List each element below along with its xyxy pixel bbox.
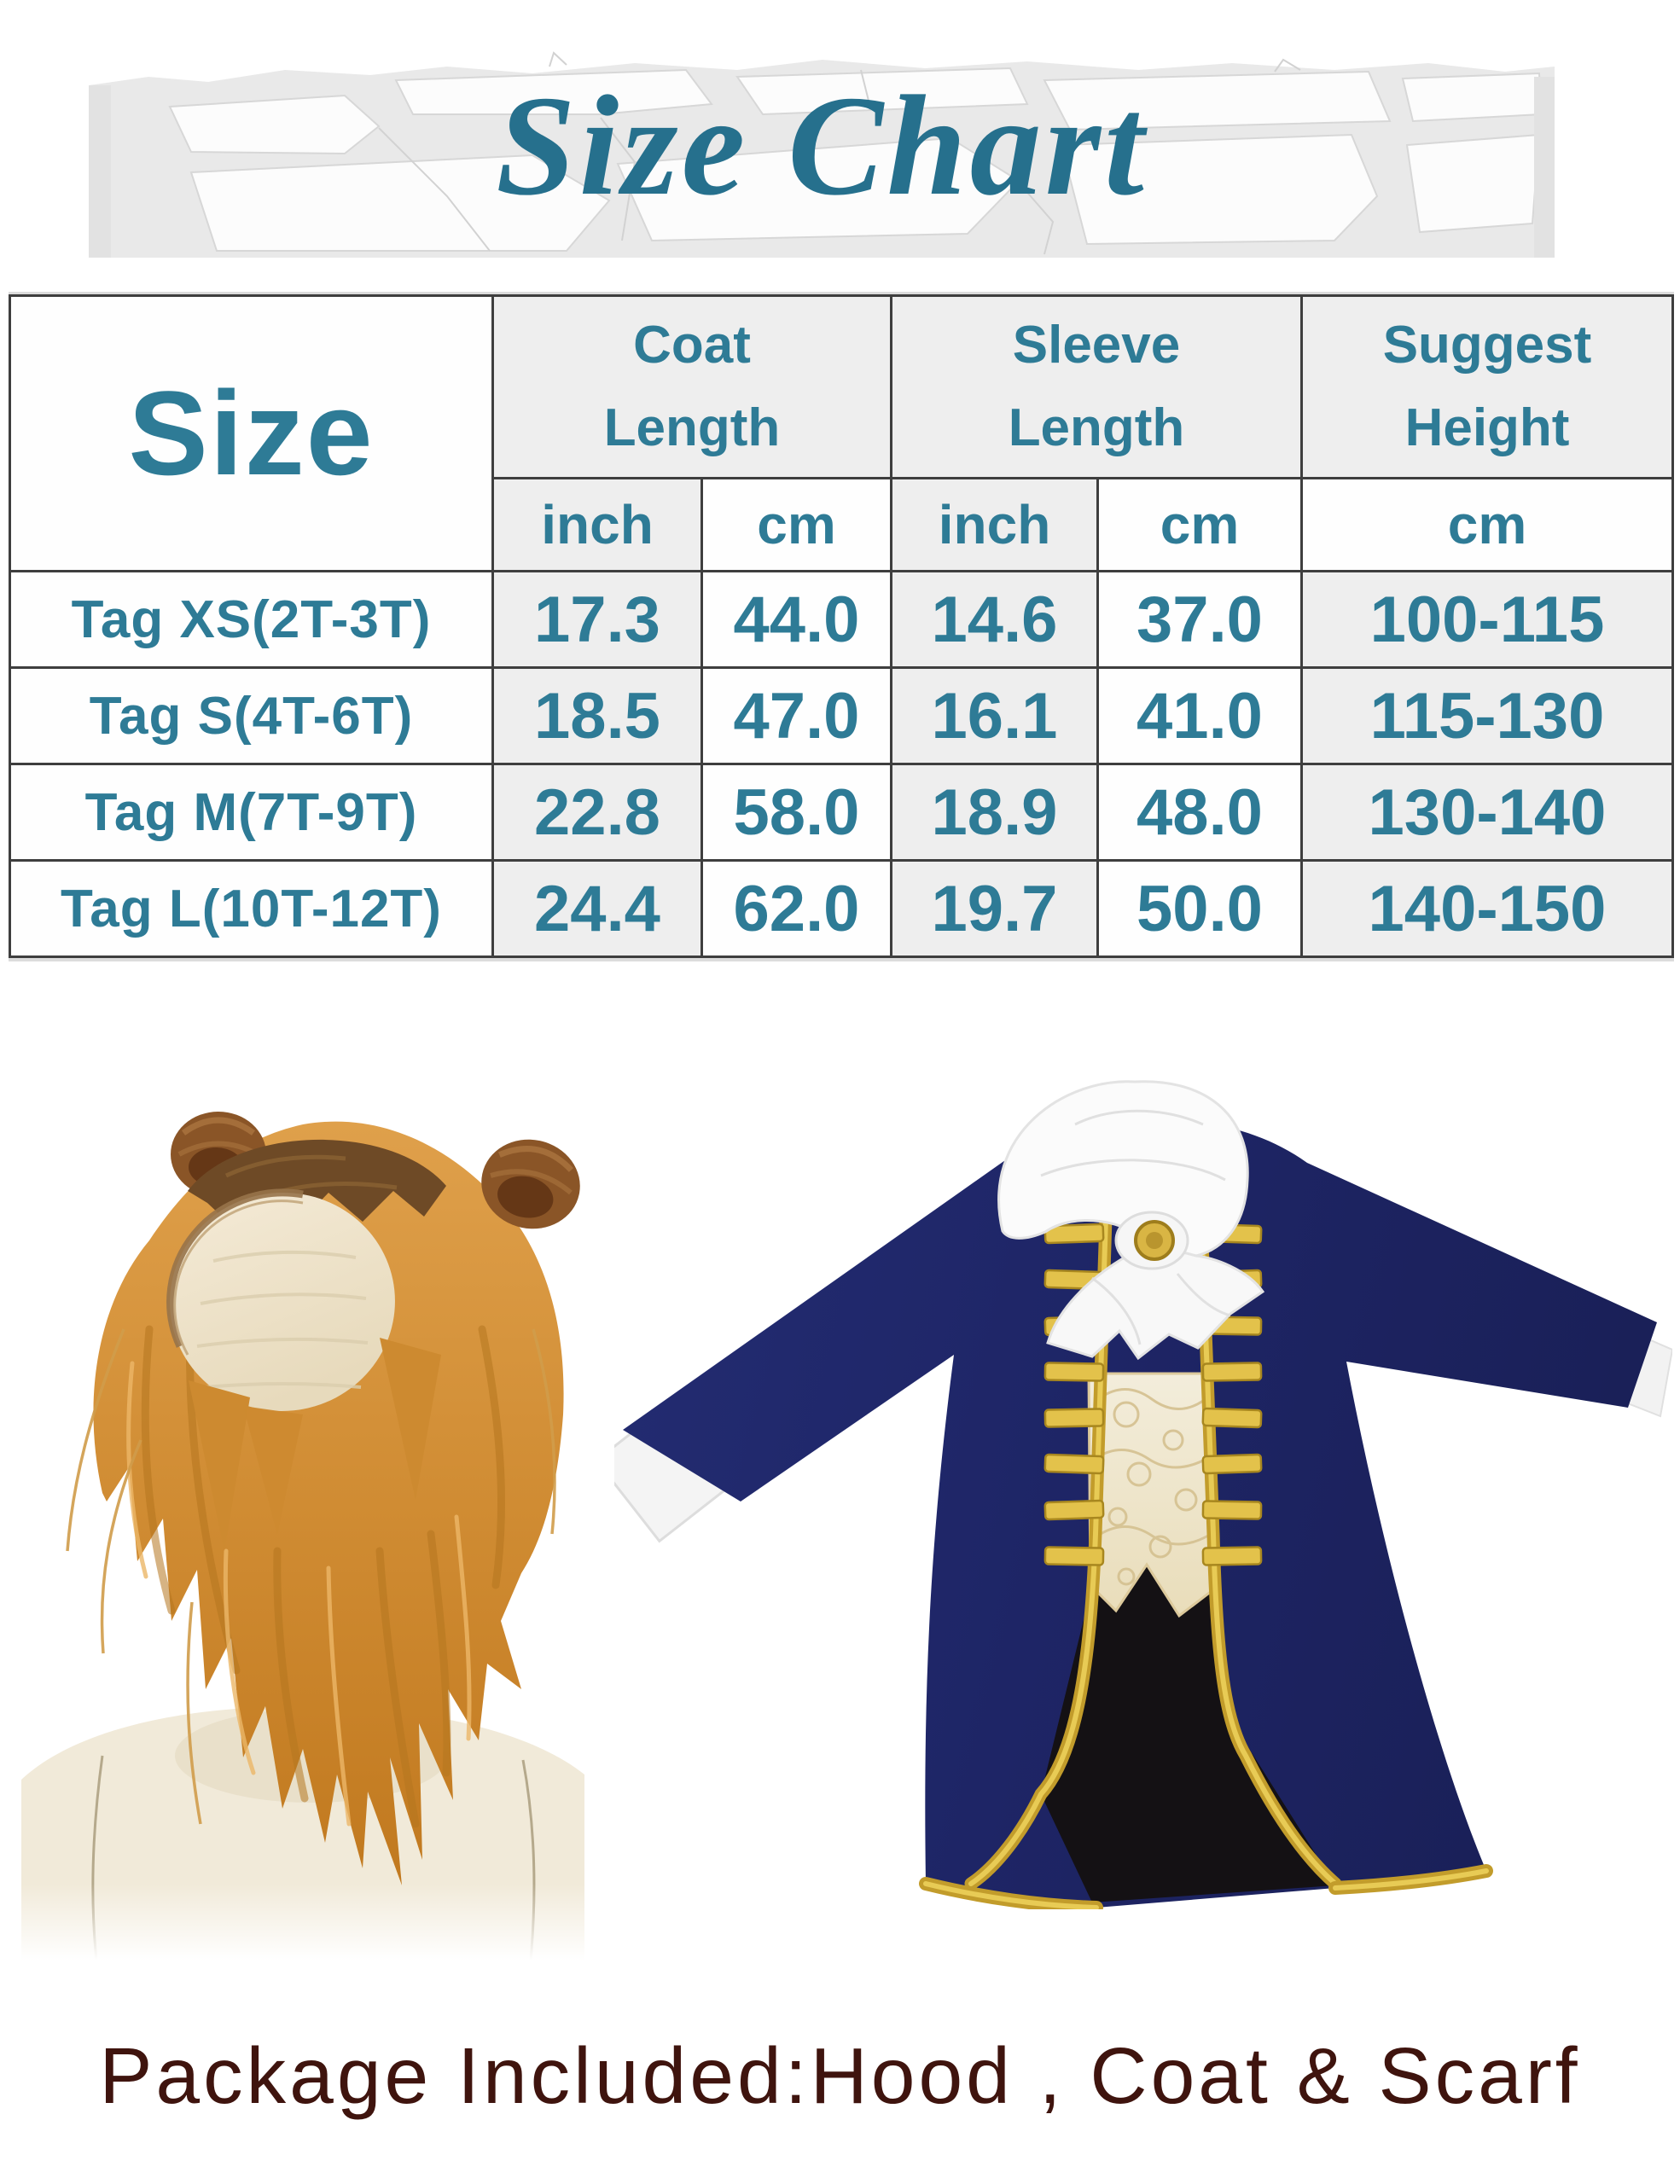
coat-inch-value: 18.5 xyxy=(491,666,703,765)
lion-ear-right xyxy=(481,1139,580,1229)
coat-cm-value: 58.0 xyxy=(700,763,892,862)
size-chart-title: Size Chart xyxy=(496,66,1148,225)
sleeve-cm-value: 48.0 xyxy=(1096,763,1303,862)
sleeve-inch-value: 16.1 xyxy=(890,666,1099,765)
coat-inch-value: 22.8 xyxy=(491,763,703,862)
prince-coat-image xyxy=(594,1073,1674,1914)
suggest-height-header: Suggest Height xyxy=(1300,294,1674,479)
sleeve-inch-value: 18.9 xyxy=(890,763,1099,862)
table-row: Tag M(7T-9T) 22.8 58.0 18.9 48.0 130-140 xyxy=(9,763,1674,862)
coat-cm-value: 62.0 xyxy=(700,859,892,958)
coat-cm-subheader: cm xyxy=(700,477,892,572)
table-row: Tag L(10T-12T) 24.4 62.0 19.7 50.0 140-1… xyxy=(9,859,1674,958)
size-chart-table: Size Coat Length Sleeve Length Suggest H… xyxy=(9,294,1674,958)
lion-hood-graphic xyxy=(21,1112,584,1961)
sleeve-length-header: Sleeve Length xyxy=(890,294,1303,479)
package-included-text: Package Included:Hood , Coat & Scarf xyxy=(99,2030,1581,2120)
height-value: 140-150 xyxy=(1300,859,1674,958)
table-row: Tag XS(2T-3T) 17.3 44.0 14.6 37.0 100-11… xyxy=(9,570,1674,669)
size-label: Tag L(10T-12T) xyxy=(9,859,494,958)
jabot-scarf xyxy=(997,1080,1265,1361)
coat-inch-value: 17.3 xyxy=(491,570,703,669)
sleeve-inch-value: 14.6 xyxy=(890,570,1099,669)
stone-texture-graphic xyxy=(89,51,1555,258)
sleeve-cm-subheader: cm xyxy=(1096,477,1303,572)
coat-cm-value: 47.0 xyxy=(700,666,892,765)
prince-coat-graphic xyxy=(594,1080,1674,1914)
sleeve-cm-value: 37.0 xyxy=(1096,570,1303,669)
sleeve-inch-value: 19.7 xyxy=(890,859,1099,958)
lion-hood-image xyxy=(21,1073,584,1961)
gold-brooch xyxy=(1134,1220,1175,1261)
size-label: Tag S(4T-6T) xyxy=(9,666,494,765)
table-row: Tag S(4T-6T) 18.5 47.0 16.1 41.0 115-130 xyxy=(9,666,1674,765)
coat-cm-value: 44.0 xyxy=(700,570,892,669)
height-cm-subheader: cm xyxy=(1300,477,1674,572)
sleeve-inch-subheader: inch xyxy=(890,477,1099,572)
coat-length-header: Coat Length xyxy=(491,294,892,479)
height-value: 115-130 xyxy=(1300,666,1674,765)
sleeve-cm-value: 41.0 xyxy=(1096,666,1303,765)
size-column-header: Size xyxy=(9,294,494,572)
banner: Size Chart xyxy=(89,26,1555,258)
sleeve-cm-value: 50.0 xyxy=(1096,859,1303,958)
size-label: Tag M(7T-9T) xyxy=(9,763,494,862)
size-label: Tag XS(2T-3T) xyxy=(9,570,494,669)
coat-inch-subheader: inch xyxy=(491,477,703,572)
coat-inch-value: 24.4 xyxy=(491,859,703,958)
height-value: 130-140 xyxy=(1300,763,1674,862)
height-value: 100-115 xyxy=(1300,570,1674,669)
